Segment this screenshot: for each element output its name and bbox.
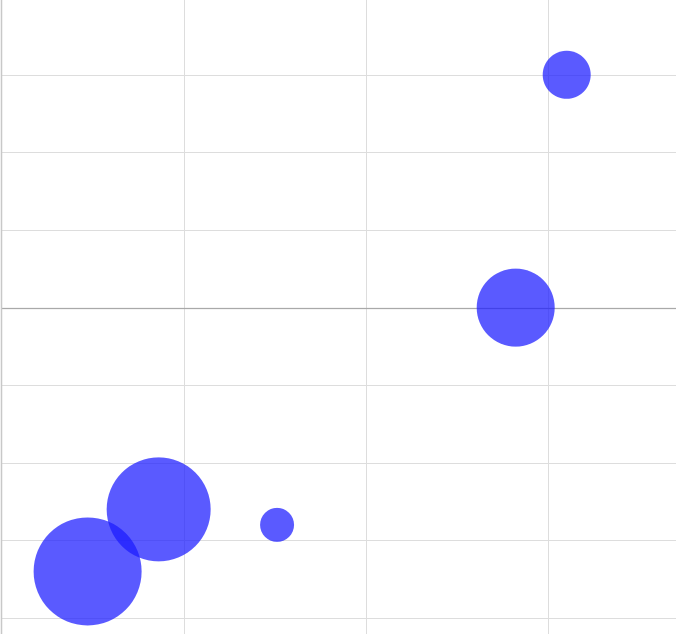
bubble-point: [542, 50, 591, 99]
bubble-point: [476, 268, 555, 347]
bubbles-layer: [33, 50, 591, 626]
bubble-point: [260, 507, 295, 542]
bubble-point: [33, 517, 142, 626]
bubble-point: [106, 457, 211, 562]
